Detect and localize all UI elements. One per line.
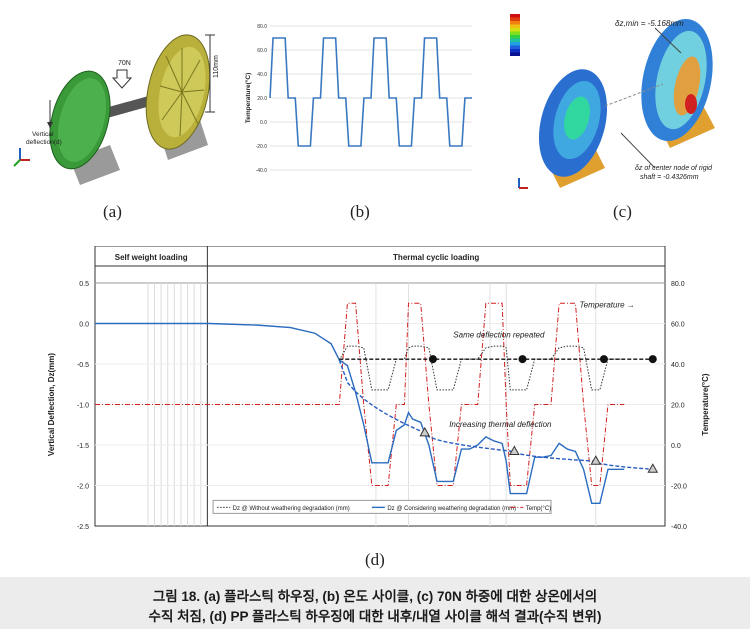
section-label-self-weight: Self weight loading <box>115 253 188 262</box>
same-deflection-annotation: Same deflection repeated <box>453 330 545 339</box>
sub-label-d: (d) <box>365 550 385 569</box>
tick-label: 40.0 <box>257 72 267 78</box>
same-deflection-marker <box>648 355 657 364</box>
figure-caption: 그림 18. (a) 플라스틱 하우징, (b) 온도 사이클, (c) 70N… <box>0 577 750 629</box>
right-tick-label: 20.0 <box>671 403 685 410</box>
sub-label-a: (a) <box>103 202 122 221</box>
tick-label: -20.0 <box>256 144 268 150</box>
max-deflection-label: δz,min = -5.168mm <box>615 19 684 28</box>
increasing-deflection-marker <box>647 463 659 473</box>
left-tick-label: -1.5 <box>77 443 89 450</box>
caption-line-1: 그림 18. (a) 플라스틱 하우징, (b) 온도 사이클, (c) 70N… <box>152 589 598 604</box>
left-tick-label: -0.5 <box>77 362 89 369</box>
height-label: 110mm <box>213 55 220 78</box>
contour-legend <box>510 14 520 56</box>
temperature-series-line <box>269 37 472 147</box>
left-axis-label: Vertical Deflection, Dz(mm) <box>47 353 56 456</box>
increasing-deflection-marker <box>419 426 431 437</box>
considering-weathering-series-line <box>95 322 625 505</box>
sub-label-b: (b) <box>350 202 370 221</box>
sub-label-c: (c) <box>613 202 632 221</box>
right-tick-label: 0.0 <box>671 443 681 450</box>
same-deflection-marker <box>428 355 437 364</box>
deflection-label-1: Vertical <box>32 131 54 138</box>
chart-frame <box>94 245 666 527</box>
center-node-label-2: shaft = -0.4326mm <box>640 174 699 181</box>
tick-label: 80.0 <box>257 24 267 30</box>
panel-b: 80.0 60.0 40.0 20.0 0.0 -20.0 -40.0 Temperature… <box>240 18 480 178</box>
legend-label-without: Dz @ Without weathering degradation (mm) <box>233 506 350 512</box>
temperature-cycle-chart: 80.0 60.0 40.0 20.0 0.0 -20.0 -40.0 Temperature… <box>244 24 472 174</box>
deflection-chart: Self weight loading Thermal cyclic loadin… <box>47 245 710 531</box>
right-tick-label: 60.0 <box>671 322 685 329</box>
tick-label: 0.0 <box>260 120 267 126</box>
panel-a: 70N 110mm Vertical deflection(d) <box>10 20 235 195</box>
right-tick-label: 40.0 <box>671 362 685 369</box>
fea-contour-illustration: δz,min = -5.168mm δz of center node of r… <box>510 14 715 189</box>
increasing-deflection-marker <box>509 445 520 455</box>
right-tick-label: -40.0 <box>671 524 687 531</box>
increasing-deflection-marker <box>590 455 602 465</box>
left-tick-label: -2.0 <box>77 484 89 491</box>
load-label: 70N <box>118 60 131 67</box>
right-tick-label: 80.0 <box>671 281 685 288</box>
temperature-series-line <box>95 302 625 486</box>
housing-model-illustration: 70N 110mm Vertical deflection(d) <box>13 34 220 185</box>
tick-label: 60.0 <box>257 48 267 54</box>
temperature-annotation: Temperature → <box>580 300 635 309</box>
same-deflection-marker <box>518 355 527 364</box>
tick-label: -40.0 <box>256 168 268 174</box>
increasing-deflection-annotation: Increasing thermal deflection <box>449 420 552 429</box>
deflection-label-2: deflection(d) <box>26 139 62 146</box>
legend-label-temp: Temp(°C) <box>526 506 551 512</box>
left-tick-label: -1.0 <box>77 403 89 410</box>
left-tick-label: 0.0 <box>79 322 89 329</box>
caption-line-2: 수직 처짐, (d) PP 플라스틱 하우징에 대한 내후/내열 사이클 해석 … <box>148 609 602 624</box>
increasing-deflection-trend <box>338 359 649 470</box>
section-label-thermal: Thermal cyclic loading <box>393 253 479 262</box>
y-axis-label: Temperature(°C) <box>244 73 252 124</box>
same-deflection-marker <box>599 355 608 364</box>
right-axis-label: Temperature(°C) <box>701 373 710 436</box>
left-tick-label: 0.5 <box>79 281 89 288</box>
right-tick-label: -20.0 <box>671 484 687 491</box>
panel-c: δz,min = -5.168mm δz of center node of r… <box>505 8 745 198</box>
panel-d: Self weight loading Thermal cyclic loadin… <box>40 245 720 536</box>
legend-label-considering: Dz @ Considering weathering degradation … <box>387 506 516 512</box>
tick-label: 20.0 <box>257 96 267 102</box>
center-node-label-1: δz of center node of rigid <box>635 165 713 172</box>
left-tick-label: -2.5 <box>77 524 89 531</box>
